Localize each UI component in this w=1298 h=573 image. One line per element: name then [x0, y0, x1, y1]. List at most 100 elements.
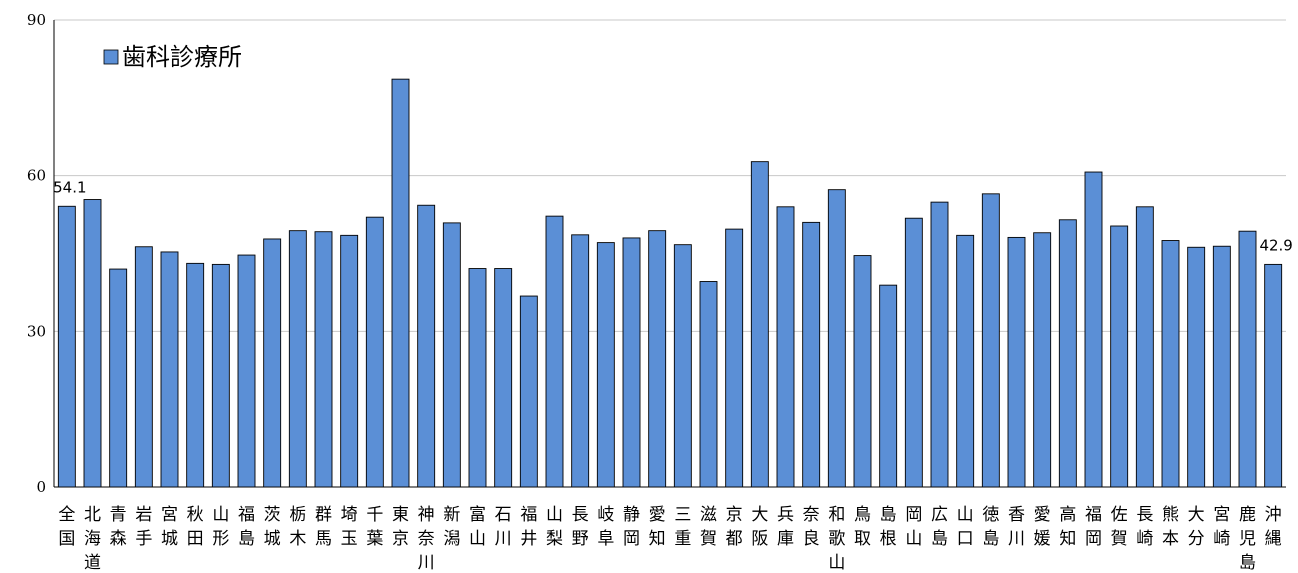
x-tick-label: 佐賀 [1111, 505, 1128, 549]
bar-17 [494, 268, 513, 488]
x-tick-label: 徳島 [982, 505, 999, 549]
bar-30 [827, 189, 846, 488]
bar-21 [596, 242, 615, 488]
x-tick-label: 兵庫 [777, 505, 794, 549]
bar-35 [956, 234, 975, 488]
bar-1 [83, 199, 102, 488]
axes [53, 20, 1286, 488]
x-tick-label: 長崎 [1136, 505, 1153, 549]
bar-47 [1264, 263, 1283, 488]
x-tick-label: 福島 [238, 505, 255, 549]
y-tick-label: 0 [36, 478, 46, 496]
bar-6 [211, 263, 230, 488]
x-tick-label: 愛知 [649, 505, 666, 549]
bar-20 [571, 234, 590, 488]
x-tick-label: 島根 [880, 505, 897, 549]
data-label: 54.1 [53, 178, 86, 196]
x-tick-label: 東京 [392, 505, 409, 549]
bar-10 [314, 231, 333, 488]
bar-19 [545, 215, 564, 488]
bar-3 [134, 246, 153, 488]
y-tick-labels: 0 30 60 90 [27, 11, 46, 496]
bar-34 [930, 201, 949, 488]
x-tick-label: 静岡 [623, 505, 640, 549]
legend: 歯科診療所 [103, 43, 242, 71]
x-tick-label: 長野 [572, 505, 589, 549]
data-labels: 54.1 42.9 [53, 178, 1293, 254]
bar-40 [1084, 171, 1103, 488]
bar-23 [648, 230, 667, 488]
x-tick-label: 岐阜 [597, 505, 614, 549]
bar-13 [391, 78, 410, 488]
x-tick-label: 京都 [726, 505, 743, 549]
legend-label: 歯科診療所 [122, 43, 242, 71]
x-tick-label: 香川 [1008, 505, 1025, 549]
x-tick-label: 沖縄 [1265, 505, 1282, 549]
bar-4 [160, 251, 179, 488]
bar-31 [853, 255, 872, 488]
bar-41 [1110, 225, 1129, 488]
bar-27 [750, 161, 769, 488]
bar-29 [802, 221, 821, 488]
x-tick-label: 千葉 [366, 505, 383, 549]
bar-37 [1007, 236, 1026, 488]
x-tick-label: 福井 [520, 505, 537, 549]
legend-swatch [103, 49, 119, 65]
x-tick-label: 富山 [469, 505, 486, 549]
bar-9 [288, 230, 307, 488]
x-tick-label: 岡山 [905, 505, 922, 549]
x-tick-label: 鹿児島 [1239, 505, 1256, 573]
gridlines [54, 19, 1286, 332]
x-tick-label: 茨城 [264, 505, 281, 549]
x-tick-label: 高知 [1059, 505, 1076, 549]
x-tick-label: 石川 [495, 505, 512, 549]
bar-12 [365, 216, 384, 488]
x-tick-label: 福岡 [1085, 505, 1102, 549]
bar-44 [1187, 246, 1206, 488]
bar-8 [263, 238, 282, 488]
x-tick-label: 神奈川 [418, 505, 435, 573]
bar-2 [109, 268, 128, 488]
x-tick-label: 山梨 [546, 505, 563, 549]
bar-33 [904, 217, 923, 488]
bar-36 [981, 193, 1000, 488]
x-tick-label: 広島 [931, 505, 948, 549]
x-tick-label: 山形 [212, 505, 229, 549]
bar-43 [1161, 240, 1180, 488]
x-tick-label: 秋田 [187, 505, 204, 549]
bar-22 [622, 237, 641, 488]
bar-28 [776, 206, 795, 488]
y-tick-label: 60 [27, 167, 46, 185]
bar-18 [519, 295, 538, 488]
x-tick-label: 鳥取 [854, 505, 871, 549]
x-tick-label: 全国 [58, 505, 75, 549]
x-tick-label: 奈良 [803, 505, 820, 549]
bar-7 [237, 254, 256, 488]
x-tick-label: 宮崎 [1213, 505, 1230, 549]
bar-39 [1058, 219, 1077, 488]
x-tick-label: 熊本 [1162, 505, 1179, 549]
bar-26 [725, 228, 744, 488]
x-tick-label: 栃木 [289, 505, 306, 549]
y-tick-label: 90 [27, 11, 46, 29]
x-tick-label: 滋賀 [700, 505, 717, 549]
x-tick-label: 岩手 [135, 505, 152, 549]
x-tick-label: 青森 [110, 505, 127, 549]
x-tick-label: 群馬 [315, 505, 332, 549]
bar-14 [417, 204, 436, 488]
x-tick-label: 愛媛 [1034, 505, 1051, 549]
bar-32 [879, 284, 898, 488]
bar-42 [1135, 206, 1154, 488]
bar-25 [699, 281, 718, 488]
x-tick-label: 新潟 [443, 505, 460, 549]
bar-15 [442, 222, 461, 488]
bar-16 [468, 268, 487, 488]
x-tick-label: 大分 [1188, 505, 1205, 549]
x-tick-label: 大阪 [751, 505, 768, 549]
x-tick-label: 埼玉 [341, 505, 358, 549]
x-tick-label: 和歌山 [828, 505, 845, 573]
bars [57, 78, 1283, 488]
bar-46 [1238, 230, 1257, 488]
x-tick-label: 宮城 [161, 505, 178, 549]
